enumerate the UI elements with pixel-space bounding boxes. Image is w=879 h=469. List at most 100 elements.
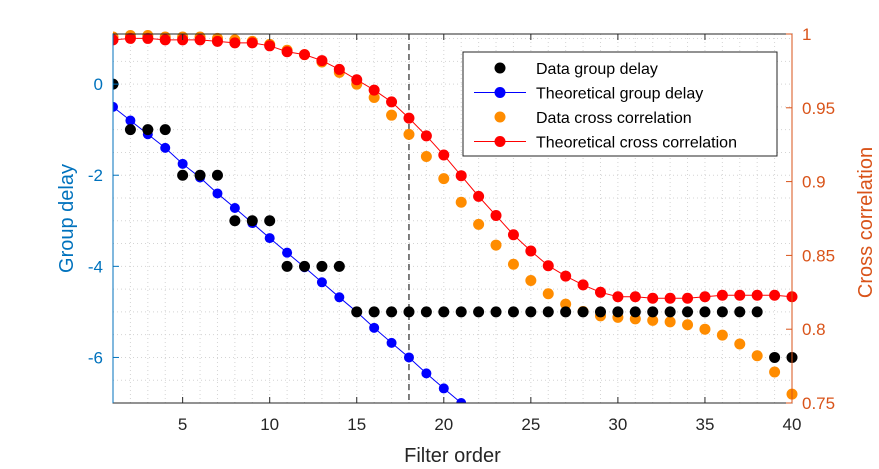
point-theoretical-cross-correlation [386,96,398,108]
point-theoretical-group-delay [229,203,240,214]
point-data-cross-correlation [525,274,537,286]
point-data-cross-correlation [699,323,711,335]
point-data-group-delay [386,306,398,318]
point-data-group-delay [438,306,450,318]
point-data-cross-correlation [455,196,467,208]
point-theoretical-cross-correlation [490,210,502,222]
point-data-group-delay [299,260,311,272]
point-data-group-delay [229,215,241,227]
point-theoretical-cross-correlation [560,270,572,282]
x-tick-label: 15 [347,415,366,434]
point-data-group-delay [246,215,258,227]
point-theoretical-cross-correlation [403,112,415,124]
point-theoretical-cross-correlation [420,130,432,142]
grid [112,34,793,404]
legend-item: Theoretical cross correlation [474,135,737,152]
point-data-group-delay [699,306,711,318]
point-data-group-delay [333,260,345,272]
point-theoretical-cross-correlation [577,279,589,291]
x-tick-label: 20 [434,415,453,434]
point-theoretical-group-delay [369,322,380,333]
x-tick-label: 10 [260,415,279,434]
y-axis-label-right: Cross correlation [855,147,877,298]
point-data-group-delay [507,306,519,318]
y-left-tick-label: 0 [94,75,103,94]
point-data-group-delay [594,306,606,318]
point-theoretical-group-delay [456,398,467,403]
y-right-tick-label: 0.8 [802,320,826,339]
point-data-group-delay [316,260,328,272]
point-data-cross-correlation [420,151,432,163]
point-data-group-delay [769,351,781,363]
point-data-group-delay [664,306,676,318]
point-theoretical-cross-correlation [113,34,119,46]
point-data-group-delay [351,306,363,318]
point-data-group-delay [577,306,589,318]
point-data-group-delay [751,306,763,318]
series-line-theoretical-cross-correlation [113,37,793,299]
point-theoretical-cross-correlation [629,291,641,303]
point-theoretical-cross-correlation [211,35,223,47]
point-theoretical-cross-correlation [438,149,450,161]
point-theoretical-group-delay [160,142,171,153]
legend-item: Theoretical group delay [474,86,703,103]
axes: 5 10 15 20 25 30 35 40 0 -2 -4 -6 1 0.95 0.9 0.85 0.8 0.7… [88,25,835,434]
point-theoretical-group-delay [125,115,136,126]
point-theoretical-cross-correlation [351,74,363,86]
point-theoretical-cross-correlation [664,292,676,304]
point-data-cross-correlation [716,329,728,341]
point-data-group-delay [525,306,537,318]
point-data-group-delay [211,169,223,181]
point-data-group-delay [734,306,746,318]
point-theoretical-cross-correlation [264,40,276,52]
point-theoretical-cross-correlation [159,34,171,46]
y-right-tick-label: 0.85 [802,246,835,265]
point-data-group-delay [142,124,154,136]
y-left-tick-label: -2 [88,166,103,185]
point-theoretical-cross-correlation [612,291,624,303]
legend: Data group delay Theoretical group delay D… [462,51,778,157]
point-data-cross-correlation [386,109,398,121]
point-data-cross-correlation [403,128,415,140]
point-data-cross-correlation [734,338,746,350]
point-theoretical-cross-correlation [229,37,241,49]
point-data-cross-correlation [473,218,485,230]
point-theoretical-group-delay [212,188,223,199]
point-theoretical-group-delay [282,247,293,258]
point-data-group-delay [264,215,276,227]
point-theoretical-cross-correlation [194,34,206,46]
y-axis-label-left: Group delay [56,164,78,273]
point-theoretical-cross-correlation [769,289,781,301]
point-data-cross-correlation [438,173,450,185]
point-theoretical-cross-correlation [124,32,136,44]
point-data-cross-correlation [751,350,763,362]
point-theoretical-group-delay [177,158,188,169]
y-left-tick-label: -4 [88,257,103,276]
point-data-group-delay [542,306,554,318]
point-theoretical-group-delay [438,383,449,394]
legend-box [462,51,778,157]
legend-items: Data group delay Theoretical group delay D… [474,61,737,152]
point-data-group-delay [124,124,136,136]
point-theoretical-cross-correlation [333,63,345,75]
legend-item: Data cross correlation [494,110,692,127]
y-right-tick-label: 0.75 [802,394,835,413]
point-data-group-delay [716,306,728,318]
point-data-group-delay [629,306,641,318]
legend-marker [494,136,506,147]
point-data-cross-correlation [560,298,572,310]
point-theoretical-cross-correlation [525,245,537,257]
point-theoretical-group-delay [403,352,414,363]
point-data-group-delay [612,306,624,318]
series-theoretical-cross-correlation [113,32,798,304]
point-theoretical-cross-correlation [281,46,293,58]
point-data-cross-correlation [647,314,659,326]
point-data-group-delay [194,169,206,181]
point-theoretical-group-delay [316,277,327,288]
point-data-group-delay [159,124,171,136]
point-data-group-delay [455,306,467,318]
legend-label: Data cross correlation [536,110,692,127]
y-right-tick-label: 0.9 [802,173,826,192]
legend-label: Theoretical group delay [536,86,703,103]
